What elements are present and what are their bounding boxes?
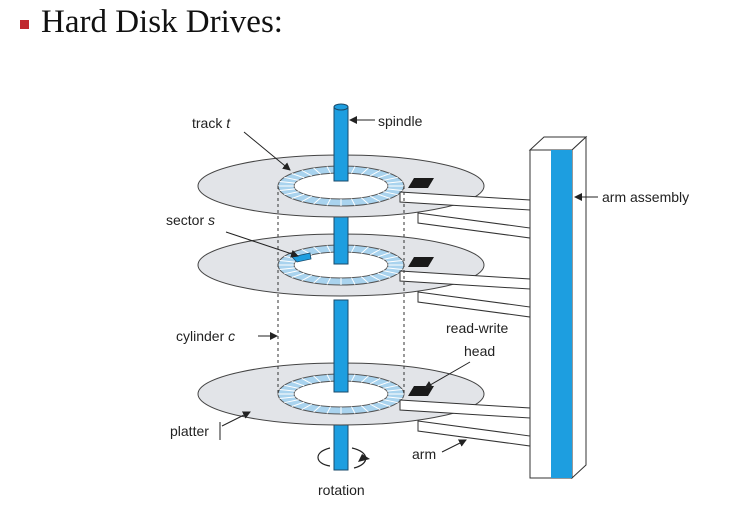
- sector-divider: [313, 197, 321, 205]
- sector-divider: [386, 267, 403, 270]
- read-write-head-1: [408, 178, 434, 188]
- spindle-lower: [333, 419, 349, 471]
- label-sector: sector s: [166, 212, 215, 228]
- sector-divider: [386, 188, 403, 191]
- sector-divider: [377, 193, 391, 199]
- sector-divider: [383, 399, 398, 404]
- sector-divider: [386, 396, 403, 399]
- sector-divider: [291, 193, 305, 199]
- sector-divider: [361, 405, 369, 413]
- sector-divider: [351, 406, 356, 414]
- sector-divider: [301, 274, 312, 282]
- sector-divider: [279, 267, 296, 270]
- sector-divider: [284, 384, 299, 389]
- sector-divider: [383, 191, 398, 196]
- label-track: track t: [192, 115, 231, 131]
- sector-divider: [383, 255, 398, 260]
- sector-divider: [313, 375, 321, 383]
- sector-divider: [351, 198, 356, 206]
- sector-divider: [377, 381, 391, 387]
- sector-divider: [291, 401, 305, 407]
- spindle-mid-2: [333, 299, 349, 393]
- sector-divider: [386, 260, 403, 263]
- sector-divider: [383, 176, 398, 181]
- label-cylinder: cylinder c: [176, 328, 235, 344]
- platter-leader: [221, 411, 251, 427]
- label-rotation: rotation: [318, 482, 365, 498]
- track-leader: [243, 131, 291, 171]
- sector-divider: [377, 272, 391, 278]
- arm-leader: [441, 439, 467, 453]
- title-text: Hard Disk Drives:: [41, 3, 283, 40]
- sector-divider: [301, 403, 312, 411]
- label-arm: arm: [412, 446, 436, 462]
- sector-divider: [361, 167, 369, 175]
- sector-divider: [370, 248, 381, 256]
- read-write-head-2: [408, 257, 434, 267]
- sector-divider: [351, 374, 356, 382]
- sector-divider: [284, 270, 299, 275]
- sector-divider: [291, 173, 305, 179]
- sector-divider: [351, 166, 356, 174]
- sector-divider: [370, 377, 381, 385]
- sector-divider: [301, 169, 312, 177]
- sector-divider: [383, 384, 398, 389]
- read-write-leader: [424, 361, 471, 389]
- label-spindle: spindle: [378, 113, 423, 129]
- sector-divider: [279, 260, 296, 263]
- sector-divider: [326, 277, 331, 285]
- sector-divider: [377, 173, 391, 179]
- highlighted-sector: [291, 252, 312, 263]
- sector-divider: [279, 396, 296, 399]
- label-platter: platter: [170, 423, 209, 439]
- sector-divider: [370, 169, 381, 177]
- label-read-write-1: read-write: [446, 320, 508, 336]
- sector-divider: [386, 389, 403, 392]
- sector-divider: [313, 167, 321, 175]
- arm-2: [399, 257, 531, 318]
- sector-divider: [361, 246, 369, 254]
- sector-leader: [225, 231, 299, 258]
- cylinder-outline: [277, 186, 405, 394]
- sector-divider: [291, 272, 305, 278]
- sector-divider: [313, 405, 321, 413]
- sector-divider: [291, 381, 305, 387]
- sector-divider: [351, 245, 356, 253]
- sector-divider: [386, 181, 403, 184]
- sector-divider: [313, 246, 321, 254]
- arm-1: [399, 178, 531, 239]
- sector-divider: [370, 274, 381, 282]
- sector-divider: [383, 270, 398, 275]
- sector-divider: [326, 374, 331, 382]
- sector-divider: [377, 252, 391, 258]
- sector-divider: [326, 166, 331, 174]
- sector-divider: [301, 377, 312, 385]
- sector-divider: [313, 276, 321, 284]
- label-read-write-2: head: [464, 343, 495, 359]
- sector-divider: [377, 401, 391, 407]
- sector-divider: [279, 188, 296, 191]
- bullet-icon: [20, 19, 29, 29]
- sector-divider: [301, 195, 312, 203]
- sector-divider: [326, 198, 331, 206]
- sector-divider: [326, 245, 331, 253]
- sector-divider: [284, 191, 299, 196]
- sector-divider: [361, 197, 369, 205]
- arm-assembly: [528, 135, 588, 480]
- sector-divider: [351, 277, 356, 285]
- sector-divider: [284, 176, 299, 181]
- label-arm-assembly: arm assembly: [602, 189, 689, 205]
- sector-divider: [284, 399, 299, 404]
- sector-divider: [279, 389, 296, 392]
- slide-title: Hard Disk Drives:: [20, 2, 283, 42]
- sector-divider: [361, 276, 369, 284]
- spindle: [333, 103, 349, 182]
- sector-divider: [361, 375, 369, 383]
- sector-divider: [279, 181, 296, 184]
- sector-divider: [370, 403, 381, 411]
- sector-divider: [370, 195, 381, 203]
- sector-divider: [326, 406, 331, 414]
